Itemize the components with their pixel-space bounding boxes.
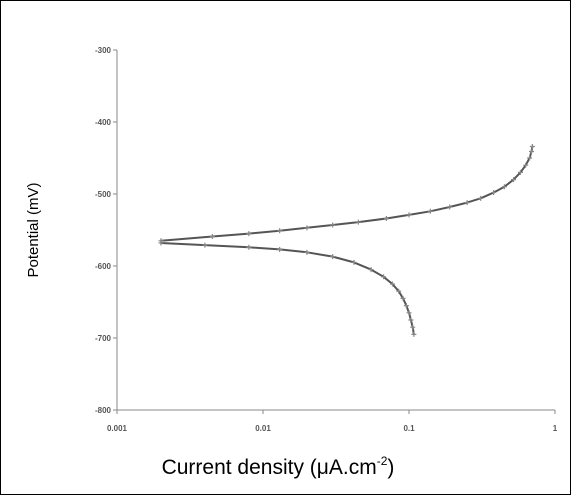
anodic-data-point	[517, 169, 523, 175]
anodic-data-point	[501, 184, 507, 190]
anodic-data-point	[383, 215, 389, 221]
anodic-data-point	[491, 190, 497, 196]
anodic-data-point	[527, 155, 533, 161]
x-tick-label: 0.1	[403, 424, 415, 433]
cathodic-data-point	[403, 303, 409, 309]
cathodic-branch-line	[160, 242, 415, 336]
anodic-data-point	[511, 177, 517, 183]
cathodic-data-point	[396, 288, 402, 294]
anodic-data-point	[277, 228, 283, 234]
y-tick-label: -400	[95, 118, 112, 127]
cathodic-data-point	[158, 240, 164, 246]
x-tick-label: 1	[553, 424, 558, 433]
cathodic-data-point	[202, 242, 208, 248]
cathodic-data-point	[368, 267, 374, 273]
cathodic-data-point	[351, 259, 357, 265]
anodic-data-point	[406, 212, 412, 218]
x-axis-title-close: )	[387, 456, 394, 479]
y-tick-label: -300	[95, 46, 112, 55]
axes	[116, 50, 555, 411]
y-tick-label: -700	[95, 334, 112, 343]
anodic-data-point	[529, 143, 535, 149]
cathodic-data-point	[304, 249, 310, 255]
anodic-data-point	[523, 162, 529, 168]
x-axis-title-superscript: -2	[377, 454, 388, 468]
cathodic-data-point	[408, 317, 414, 323]
cathodic-data-point	[411, 331, 417, 337]
y-tick-label: -600	[95, 262, 112, 271]
anodic-data-point	[528, 149, 534, 155]
anodic-data-point	[355, 219, 361, 225]
anodic-data-point	[209, 233, 215, 239]
anodic-data-point	[246, 231, 252, 237]
x-axis-title: Current density (μA.cm-2)	[162, 454, 395, 479]
y-tick-label: -800	[95, 406, 112, 415]
cathodic-data-point	[330, 254, 336, 260]
cathodic-data-point	[246, 244, 252, 250]
cathodic-data-point	[400, 295, 406, 301]
anodic-data-point	[330, 222, 336, 228]
cathodic-data-point	[381, 274, 387, 280]
anodic-branch-line	[160, 145, 534, 242]
x-axis-title-main: Current density (μA.cm	[162, 456, 377, 479]
anodic-data-point	[447, 204, 453, 210]
cathodic-data-point	[406, 310, 412, 316]
x-tick-label: 0.01	[255, 424, 271, 433]
anodic-data-point	[464, 200, 470, 206]
x-ticks: 0.001 0.01 0.1 1	[107, 410, 558, 433]
anodic-data-point	[427, 208, 433, 214]
series-layer	[158, 143, 535, 337]
anodic-data-point	[478, 195, 484, 201]
y-tick-label: -500	[95, 190, 112, 199]
cathodic-data-point	[277, 246, 283, 252]
y-axis-title: Potential (mV)	[25, 182, 42, 277]
cathodic-data-point	[389, 281, 395, 287]
y-ticks: -300 -400 -500 -600 -700 -800	[95, 46, 117, 415]
x-tick-label: 0.001	[107, 424, 128, 433]
anodic-data-point	[304, 225, 310, 231]
cathodic-data-point	[410, 324, 416, 330]
